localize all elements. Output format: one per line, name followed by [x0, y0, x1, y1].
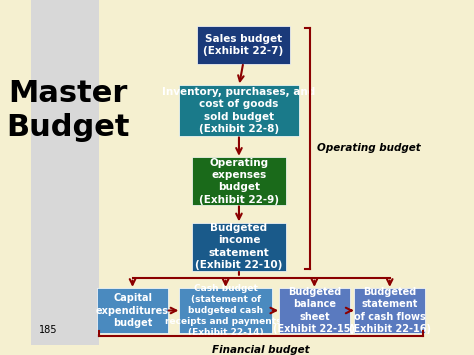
Text: Budgeted
income
statement
(Exhibit 22-10): Budgeted income statement (Exhibit 22-10…	[195, 223, 283, 270]
FancyBboxPatch shape	[192, 157, 285, 205]
Text: Budgeted
statement
of cash flows
(Exhibit 22-16): Budgeted statement of cash flows (Exhibi…	[349, 287, 431, 334]
FancyBboxPatch shape	[197, 26, 290, 64]
Text: 185: 185	[39, 325, 57, 335]
FancyBboxPatch shape	[97, 288, 168, 333]
FancyBboxPatch shape	[279, 288, 350, 333]
Text: Master
Budget: Master Budget	[7, 79, 130, 142]
Text: Operating
expenses
budget
(Exhibit 22-9): Operating expenses budget (Exhibit 22-9)	[199, 158, 279, 205]
Text: Budgeted
balance
sheet
(Exhibit 22-15): Budgeted balance sheet (Exhibit 22-15)	[273, 287, 356, 334]
FancyBboxPatch shape	[179, 84, 299, 136]
Text: Inventory, purchases, and
cost of goods
sold budget
(Exhibit 22-8): Inventory, purchases, and cost of goods …	[162, 87, 316, 134]
Text: Cash budget
(statement of
budgeted cash
receipts and payments)
(Exhibit 22-14): Cash budget (statement of budgeted cash …	[165, 284, 286, 337]
FancyBboxPatch shape	[192, 223, 285, 271]
FancyBboxPatch shape	[354, 288, 425, 333]
Text: Capital
expenditures
budget: Capital expenditures budget	[96, 293, 169, 328]
FancyBboxPatch shape	[30, 0, 99, 345]
Text: Financial budget: Financial budget	[212, 345, 310, 355]
Text: Operating budget: Operating budget	[317, 143, 420, 153]
FancyBboxPatch shape	[179, 288, 272, 333]
Text: Sales budget
(Exhibit 22-7): Sales budget (Exhibit 22-7)	[203, 34, 283, 56]
